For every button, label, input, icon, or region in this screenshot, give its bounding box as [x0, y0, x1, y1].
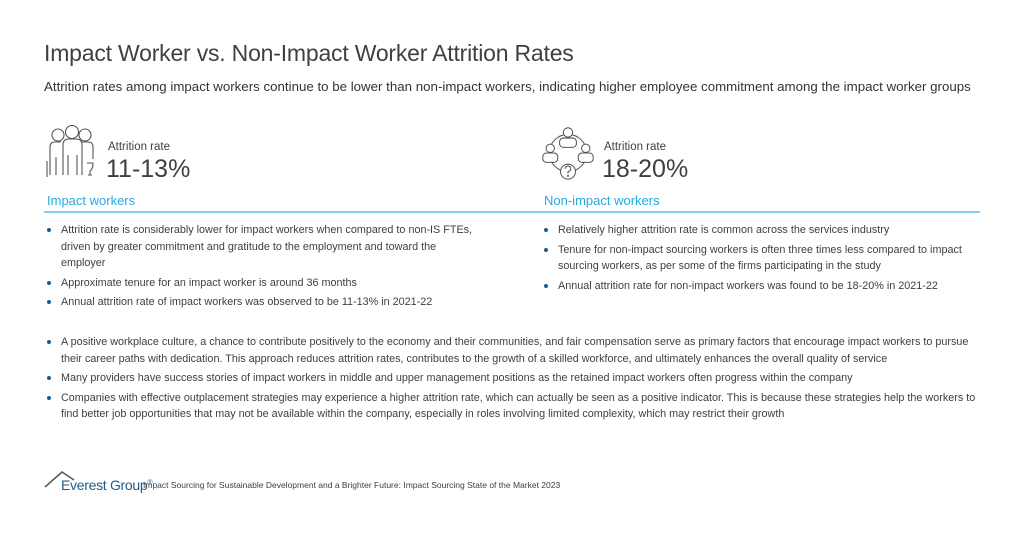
summary-bullet-list: A positive workplace culture, a chance t…	[46, 334, 981, 426]
list-item: Tenure for non-impact sourcing workers i…	[543, 242, 983, 275]
bullet-icon	[47, 395, 51, 400]
impact-stat-value: 11-13%	[106, 155, 191, 183]
group-of-people-icon	[46, 125, 94, 177]
list-item-text: Annual attrition rate of impact workers …	[61, 296, 433, 309]
bullet-icon	[47, 300, 51, 305]
list-item: Annual attrition rate for non-impact wor…	[543, 278, 983, 295]
list-item: Relatively higher attrition rate is comm…	[543, 222, 983, 239]
non-impact-workers-heading: Non-impact workers	[544, 193, 660, 208]
non-impact-bullet-list: Relatively higher attrition rate is comm…	[543, 222, 983, 297]
bullet-icon	[544, 228, 548, 232]
source-citation: Impact Sourcing for Sustainable Developm…	[143, 480, 561, 490]
impact-divider	[44, 211, 539, 213]
list-item: Companies with effective outplacement st…	[46, 390, 981, 423]
list-item-text: Approximate tenure for an impact worker …	[61, 276, 357, 289]
impact-bullet-list: Attrition rate is considerably lower for…	[46, 222, 476, 314]
impact-workers-heading: Impact workers	[47, 193, 136, 208]
people-network-question-icon	[542, 127, 594, 180]
bullet-icon	[47, 228, 51, 232]
page-subtitle: Attrition rates among impact workers con…	[44, 79, 971, 94]
list-item: Approximate tenure for an impact worker …	[46, 275, 476, 292]
list-item: Annual attrition rate of impact workers …	[46, 294, 476, 311]
non-impact-stat-label: Attrition rate	[604, 141, 666, 153]
list-item-text: A positive workplace culture, a chance t…	[61, 336, 969, 365]
list-item: Attrition rate is considerably lower for…	[46, 222, 476, 272]
bullet-icon	[544, 283, 548, 288]
page-title: Impact Worker vs. Non-Impact Worker Attr…	[44, 40, 574, 66]
mountain-logo-icon	[44, 470, 75, 488]
bullet-icon	[47, 280, 51, 285]
bullet-icon	[47, 376, 51, 381]
non-impact-divider	[539, 211, 980, 213]
bullet-icon	[544, 247, 548, 252]
list-item-text: Many providers have success stories of i…	[61, 372, 853, 385]
list-item-text: Annual attrition rate for non-impact wor…	[558, 279, 938, 292]
non-impact-stat-value: 18-20%	[602, 155, 689, 183]
bullet-icon	[47, 340, 51, 344]
list-item: A positive workplace culture, a chance t…	[46, 334, 981, 367]
list-item: Many providers have success stories of i…	[46, 370, 981, 387]
everest-group-logo: Everest Group®	[61, 477, 153, 493]
impact-stat-label: Attrition rate	[108, 141, 170, 153]
list-item-text: Companies with effective outplacement st…	[61, 391, 976, 421]
non-impact-stat: Attrition rate 18-20%	[540, 125, 740, 187]
list-item-text: Attrition rate is considerably lower for…	[61, 224, 473, 270]
impact-stat: Attrition rate 11-13%	[44, 125, 244, 187]
list-item-text: Relatively higher attrition rate is comm…	[558, 224, 890, 236]
list-item-text: Tenure for non-impact sourcing workers i…	[558, 243, 962, 273]
